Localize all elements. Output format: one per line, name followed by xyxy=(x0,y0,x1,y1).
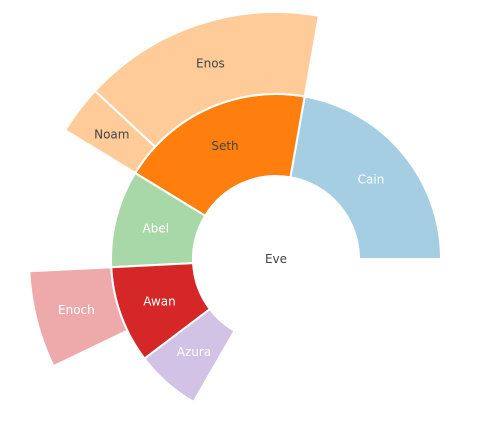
segment-enoch[interactable] xyxy=(28,266,129,368)
sunburst-labels: Cain Seth Enos Noam Abel Awan Enoch Azura xyxy=(58,57,384,359)
label-noam: Noam xyxy=(94,128,129,142)
segment-cain[interactable] xyxy=(289,95,443,260)
sunburst-segments xyxy=(28,11,443,404)
label-enoch: Enoch xyxy=(58,303,95,317)
label-seth: Seth xyxy=(211,139,238,153)
label-azura: Azura xyxy=(177,345,211,359)
segment-azura[interactable] xyxy=(143,307,236,404)
label-enos: Enos xyxy=(196,57,225,71)
root-label: Eve xyxy=(265,252,287,266)
label-abel: Abel xyxy=(143,221,170,235)
label-awan: Awan xyxy=(143,294,176,308)
label-cain: Cain xyxy=(358,172,385,186)
